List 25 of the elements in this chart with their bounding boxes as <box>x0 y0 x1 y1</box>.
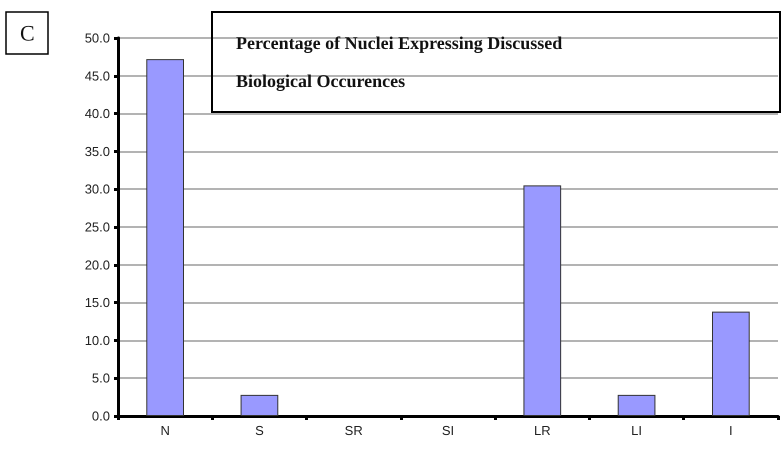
bar <box>240 394 278 416</box>
x-tick-label: N <box>160 423 170 438</box>
y-tick-label: 5.0 <box>92 370 110 386</box>
y-tick-label: 30.0 <box>84 182 110 197</box>
x-tick-label: SI <box>442 423 454 438</box>
bar <box>618 394 656 416</box>
y-tick-label: 0.0 <box>92 408 110 424</box>
bar <box>712 312 750 416</box>
y-tick-label: 40.0 <box>84 106 110 122</box>
text: Percentage of Nuclei Expressing Discussed Biological Occurences <box>236 33 562 91</box>
x-tick-label: LR <box>534 423 551 438</box>
y-tick-label: 25.0 <box>84 220 110 234</box>
bar <box>146 59 184 416</box>
x-tick-label: S <box>255 423 264 438</box>
x-tick-label: LI <box>631 423 642 438</box>
text: C <box>20 20 35 46</box>
x-tick-label: SR <box>344 423 363 438</box>
y-tick-label: 10.0 <box>84 332 110 348</box>
y-tick-label: 15.0 <box>84 295 110 310</box>
y-tick-label: 45.0 <box>84 68 110 84</box>
y-tick-label: 20.0 <box>84 257 110 272</box>
y-tick-label: 50.0 <box>84 30 110 46</box>
x-tick-label: I <box>729 423 733 438</box>
y-tick-label: 35.0 <box>84 144 110 159</box>
bar <box>523 185 562 416</box>
